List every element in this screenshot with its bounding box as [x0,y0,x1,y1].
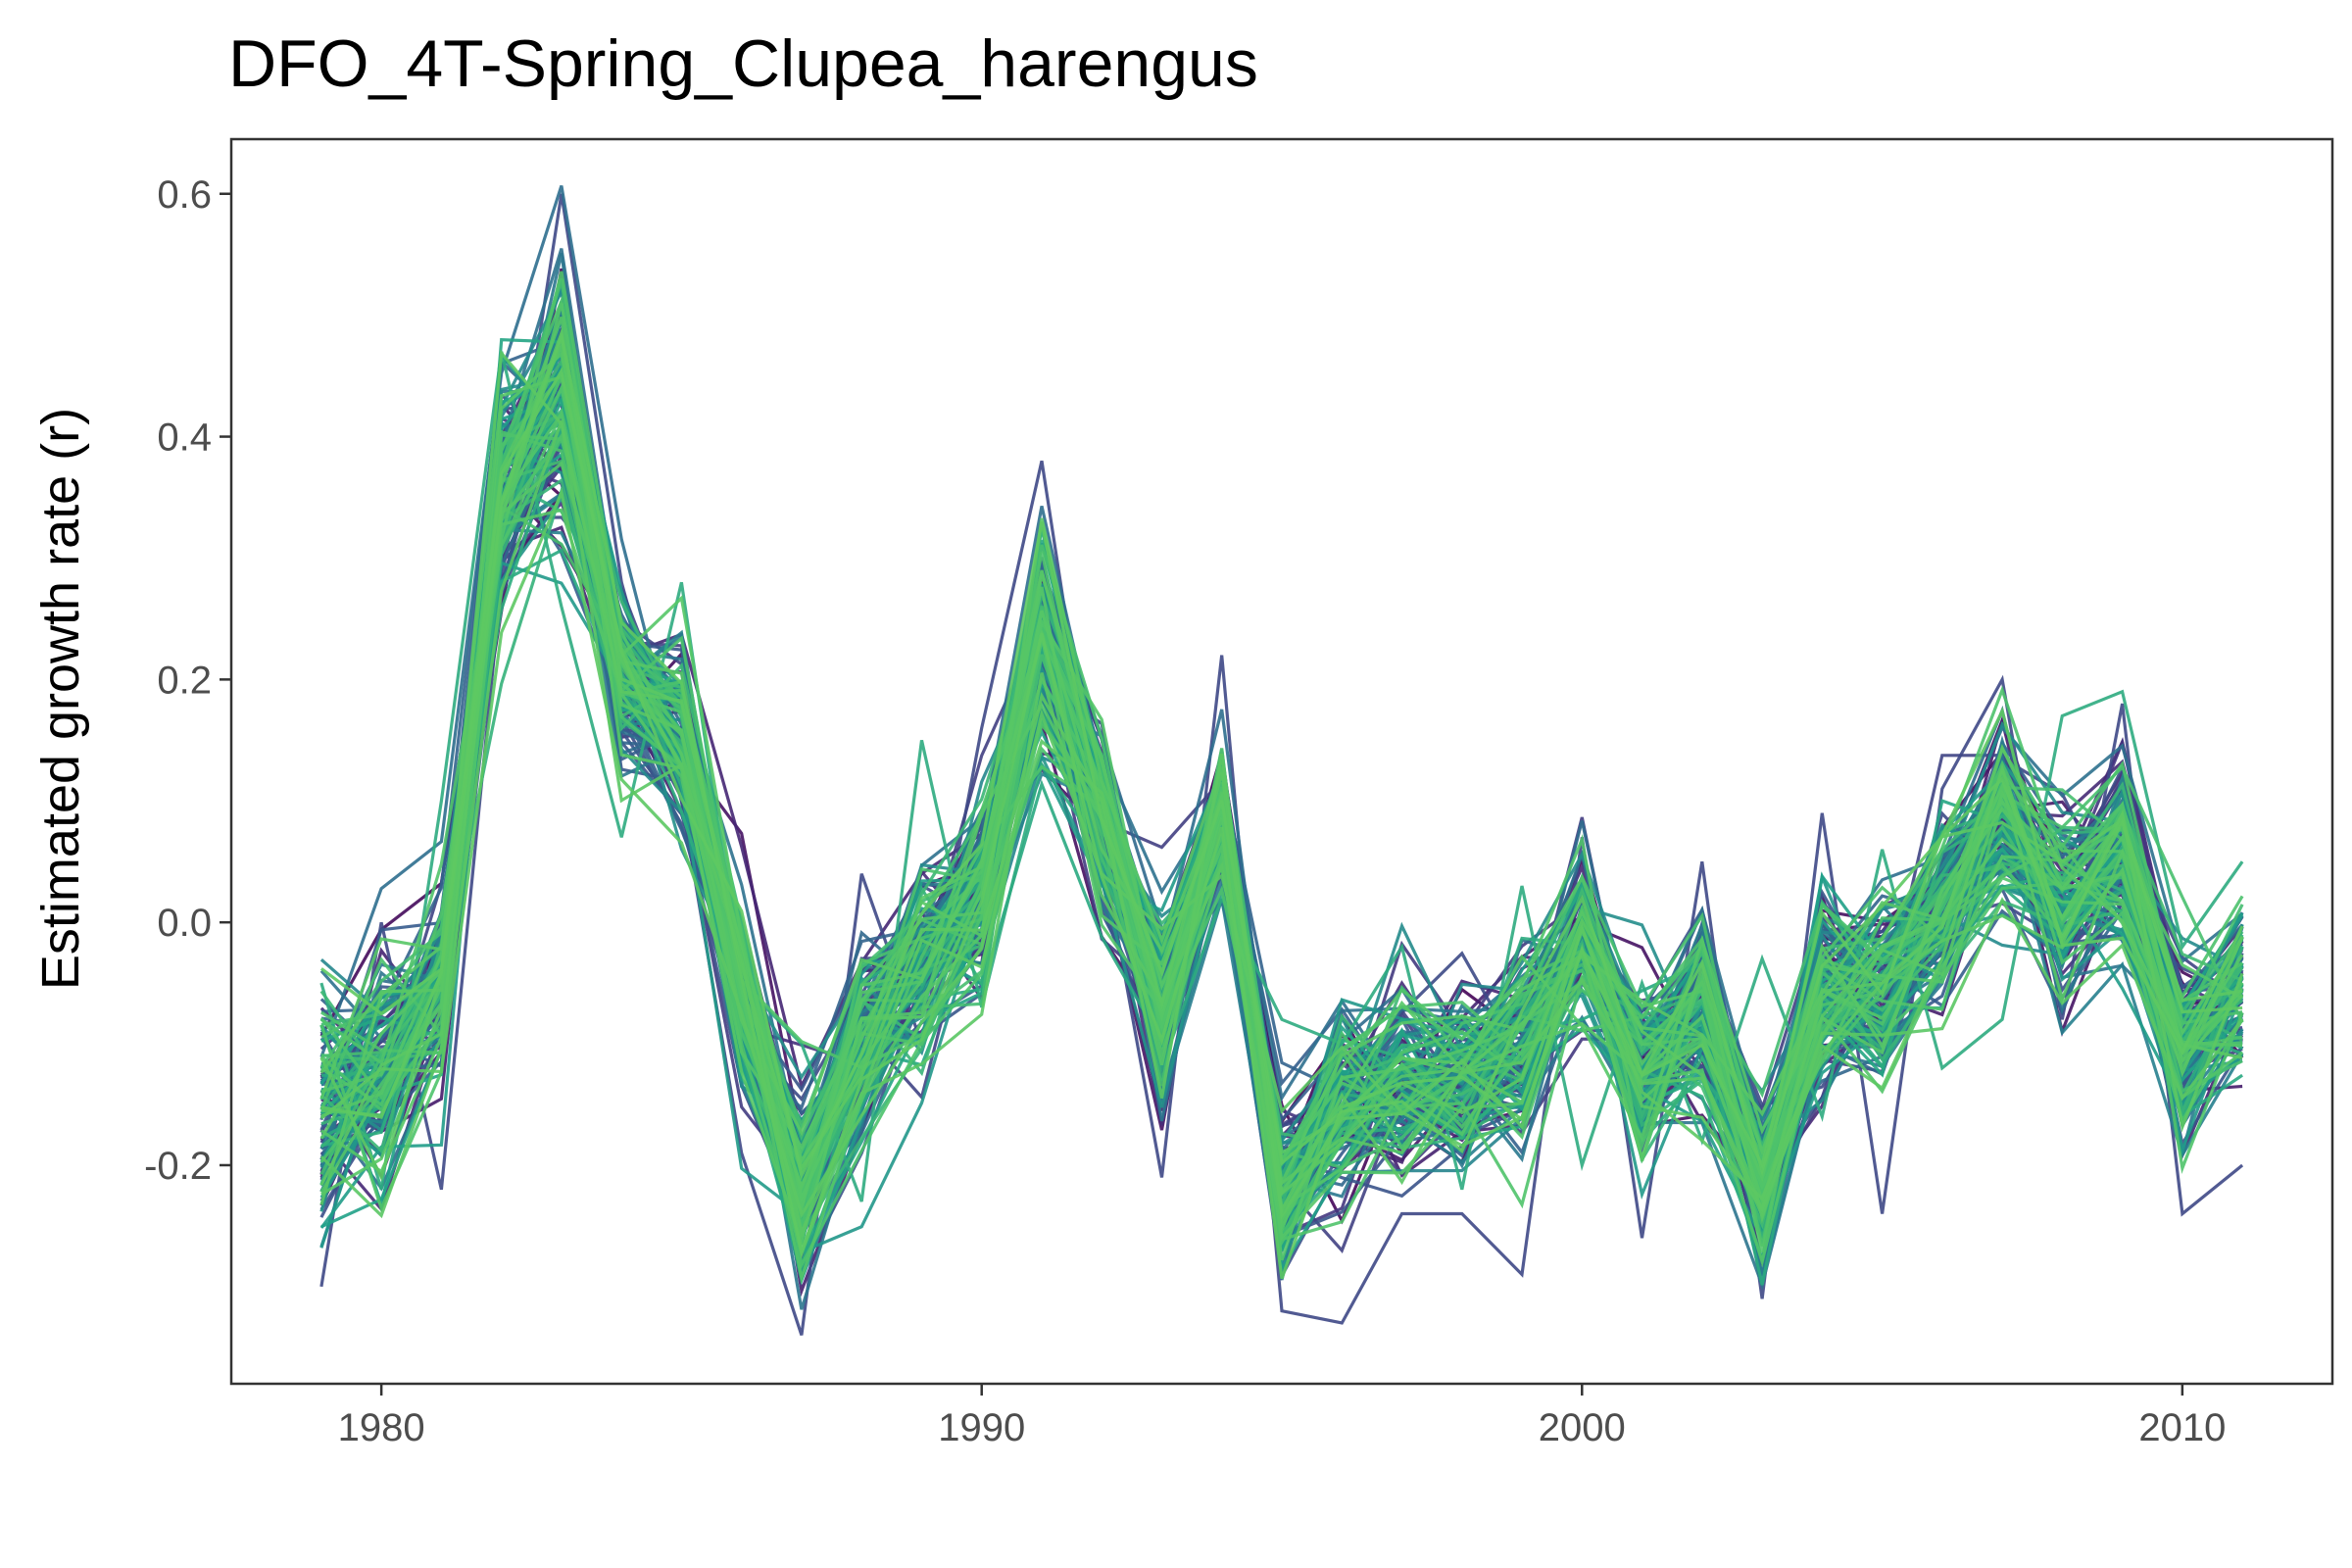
y-axis-title: Estimated growth rate (r) [31,408,90,990]
series-line [320,330,2244,1280]
x-tick-label: 2010 [2138,1406,2226,1449]
chart-title: DFO_4T-Spring_Clupea_harengus [228,26,1258,101]
series-layer [319,185,2244,1336]
y-tick-label: 0.4 [157,416,212,460]
y-axis: -0.2 0.0 0.2 0.4 0.6 [144,173,231,1188]
y-tick-label: 0.6 [157,173,212,217]
y-tick-label: -0.2 [144,1145,212,1188]
y-tick-label: 0.2 [157,659,212,702]
series-line [319,367,2243,1181]
series-line [320,316,2244,1247]
x-tick-label: 1980 [338,1406,425,1449]
x-axis: 1980 1990 2000 2010 [338,1384,2226,1449]
x-tick-label: 1990 [938,1406,1025,1449]
plot-panel-border [229,137,2334,1386]
series-line [319,326,2243,1256]
series-line [319,341,2244,1225]
series-line [319,487,2244,1221]
series-line [320,357,2244,1153]
x-tick-label: 2000 [1539,1406,1626,1449]
series-line [319,461,2244,1232]
series-line [319,349,2243,1214]
y-tick-label: 0.0 [157,902,212,945]
